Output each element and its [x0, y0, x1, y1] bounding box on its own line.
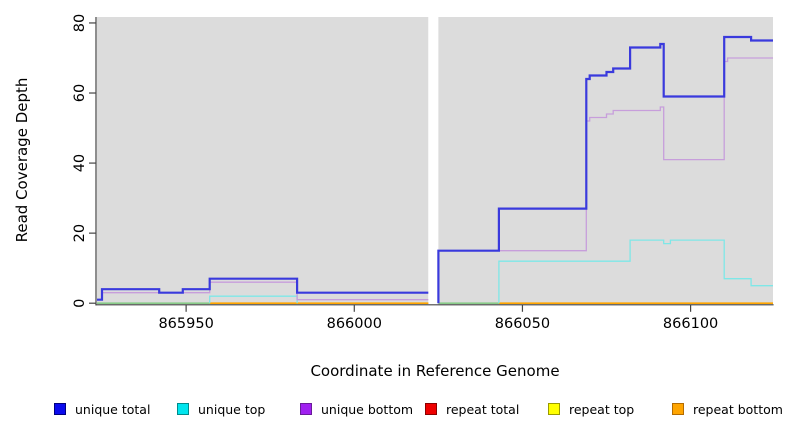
legend-swatch-icon — [54, 403, 66, 415]
legend-label: unique bottom — [321, 401, 414, 417]
no-data-gap — [428, 17, 439, 305]
axes: 0 20 40 60 80 865950 866000 866050 866100 — [72, 14, 774, 332]
series-lines — [97, 35, 773, 304]
x-tick-label: 866100 — [663, 316, 718, 332]
legend-item-unique-bottom: unique bottom — [300, 399, 413, 419]
legend-item-repeat-total: repeat total — [425, 399, 519, 419]
legend-item-unique-top: unique top — [177, 399, 265, 419]
legend-swatch-icon — [300, 403, 312, 415]
x-axis-title: Coordinate in Reference Genome — [310, 362, 560, 380]
legend: unique total unique top unique bottom repea… — [0, 399, 792, 421]
x-tick-label: 865950 — [158, 316, 213, 332]
x-tick-label: 866000 — [327, 316, 382, 332]
series-unique-total — [97, 277, 429, 301]
legend-swatch-icon — [672, 403, 684, 415]
legend-swatch-icon — [425, 403, 437, 415]
plot-background — [97, 17, 773, 305]
y-tick-label: 60 — [72, 84, 88, 102]
x-tick-label: 866050 — [495, 316, 550, 332]
legend-swatch-icon — [548, 403, 560, 415]
legend-label: unique top — [198, 401, 266, 417]
y-tick-label: 40 — [72, 154, 88, 172]
y-tick-label: 20 — [72, 224, 88, 242]
series-unique-total — [437, 35, 773, 304]
legend-item-unique-total: unique total — [54, 399, 150, 419]
series-unique-top — [498, 239, 773, 304]
legend-label: repeat bottom — [693, 401, 783, 417]
y-axis-title: Read Coverage Depth — [13, 77, 31, 243]
legend-label: unique total — [75, 401, 151, 417]
y-tick-label: 0 — [72, 299, 88, 308]
legend-label: repeat total — [446, 401, 520, 417]
legend-label: repeat top — [569, 401, 635, 417]
legend-item-repeat-top: repeat top — [548, 399, 634, 419]
legend-swatch-icon — [177, 403, 189, 415]
legend-item-repeat-bottom: repeat bottom — [672, 399, 783, 419]
y-tick-label: 80 — [72, 14, 88, 32]
